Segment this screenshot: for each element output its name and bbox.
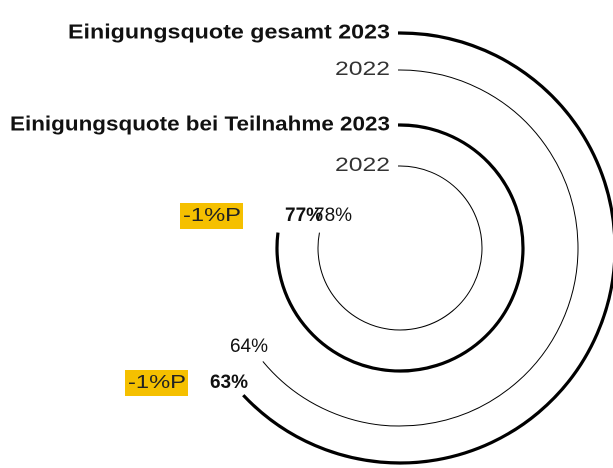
arc [242,31,613,465]
value-label: 77% [285,205,323,226]
change-badge [180,203,243,229]
value-label: 63% [210,372,248,393]
change-badge [125,370,188,396]
series-name: Einigungsquote gesamt 2023 [68,21,390,43]
value-label: 78% [314,205,352,226]
series-name: Einigungsquote bei Teilnahme 2023 [10,113,390,135]
change-label: -1%P [128,372,186,392]
series-name: 2022 [335,155,390,176]
arc [262,69,579,427]
series-name: 2022 [335,59,390,80]
arc [317,165,483,331]
value-label: 64% [230,336,268,357]
change-label: -1%P [183,205,241,225]
arc [275,123,525,373]
